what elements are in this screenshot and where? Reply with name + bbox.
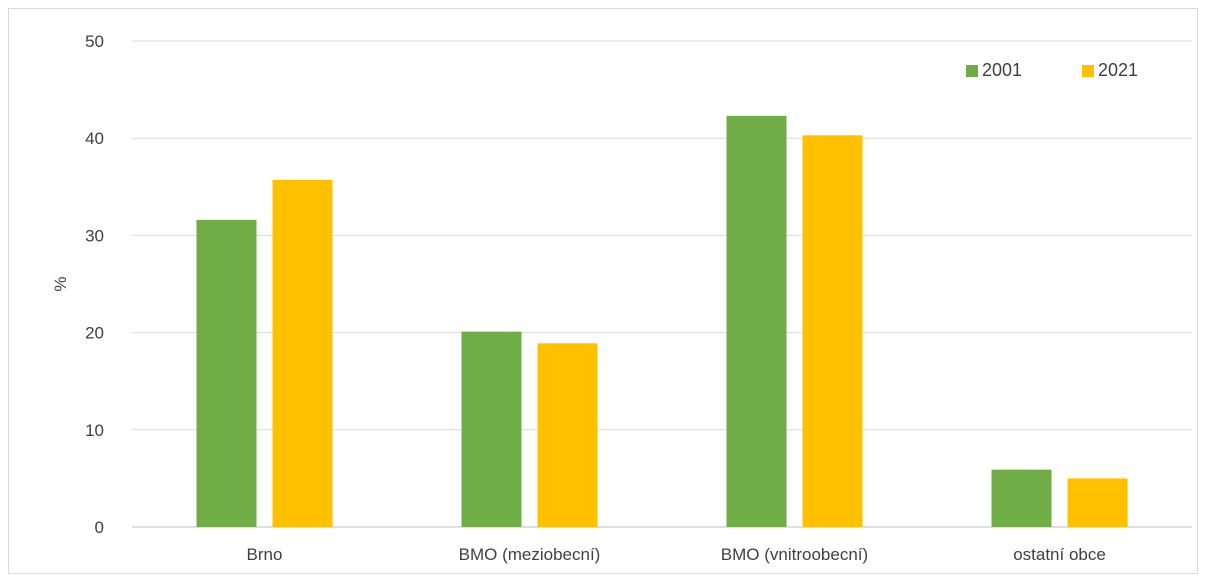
bar-2001-0: [196, 219, 257, 527]
y-tick-label: 20: [85, 324, 104, 343]
legend: 2001 2021: [966, 60, 1138, 80]
legend-swatch-2001: [966, 65, 978, 77]
y-axis-ticks: 0 10 20 30 40 50: [85, 32, 104, 537]
y-axis-title: %: [51, 276, 70, 291]
bar-2021-2: [802, 135, 863, 527]
bar-2001-3: [991, 469, 1052, 527]
bars: [196, 115, 1128, 528]
x-tick-label: BMO (meziobecní): [459, 545, 601, 564]
bar-2001-2: [726, 115, 787, 528]
x-tick-label: Brno: [247, 545, 283, 564]
bar-2021-1: [537, 343, 598, 527]
x-tick-label: ostatní obce: [1013, 545, 1106, 564]
y-tick-label: 0: [95, 518, 104, 537]
bar-2021-3: [1067, 478, 1128, 527]
x-tick-label: BMO (vnitroobecní): [721, 545, 868, 564]
x-axis-labels: Brno BMO (meziobecní) BMO (vnitroobecní) os…: [247, 545, 1106, 564]
legend-label-2001: 2001: [982, 60, 1022, 80]
legend-label-2021: 2021: [1098, 60, 1138, 80]
legend-swatch-2021: [1082, 65, 1094, 77]
y-tick-label: 10: [85, 421, 104, 440]
y-tick-label: 50: [85, 32, 104, 51]
bar-2021-0: [272, 179, 333, 527]
y-tick-label: 40: [85, 129, 104, 148]
y-tick-label: 30: [85, 226, 104, 245]
bar-2001-1: [461, 331, 522, 527]
